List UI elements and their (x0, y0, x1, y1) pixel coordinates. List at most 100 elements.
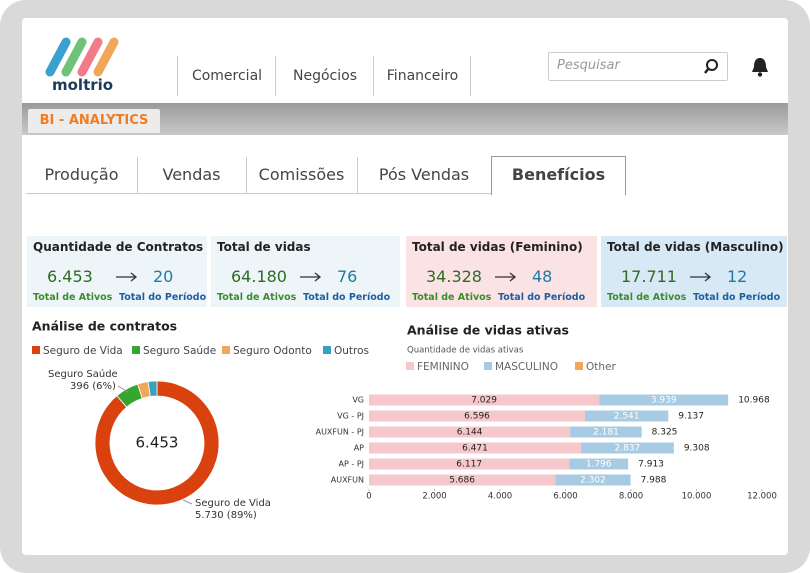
nav-separator (470, 56, 471, 96)
legend-swatch (323, 346, 331, 354)
kpi-period: 12 (727, 267, 748, 286)
bar-value-label: 6.117 (456, 460, 482, 470)
legend-label: Outros (334, 345, 369, 357)
legend-swatch (222, 346, 230, 354)
y-tick-label: VG (352, 396, 364, 405)
bar-total-label: 7.913 (638, 460, 664, 470)
kpi-active-label: Total de Ativos (33, 292, 113, 303)
kpi-active-label: Total de Ativos (217, 292, 297, 303)
kpi-period: 76 (337, 267, 358, 286)
tab[interactable]: Vendas (137, 157, 247, 193)
donut-annotation: Seguro Saúde (48, 368, 118, 380)
nav-item[interactable]: Negócios (275, 56, 374, 96)
kpi-title: Total de vidas (217, 240, 311, 254)
bar-segment (369, 410, 586, 422)
arrow-shaft (300, 272, 322, 282)
bar-segment (599, 394, 729, 406)
bar-segment (369, 474, 556, 486)
donut-annotation-value: 5.730 (89%) (195, 510, 257, 521)
bell-icon[interactable] (750, 56, 770, 78)
section-tab[interactable]: BI - ANALYTICS (28, 109, 160, 133)
bar-value-label: 2.302 (580, 476, 606, 486)
bar-total-label: 9.308 (684, 444, 710, 454)
y-tick-label: AP (354, 444, 364, 453)
search-box[interactable]: Pesquisar (548, 52, 728, 81)
arrow-shaft (495, 272, 517, 282)
y-tick-label: AP - PJ (339, 460, 364, 469)
legend-swatch (484, 362, 492, 370)
kpi-period: 20 (153, 267, 174, 286)
bar-segment (369, 394, 600, 406)
bar-total-label: 10.968 (738, 396, 770, 406)
legend-swatch (406, 362, 414, 370)
kpi-title: Total de vidas (Feminino) (412, 240, 583, 254)
x-tick-label: 2.000 (422, 492, 446, 502)
bar-segment (580, 442, 674, 454)
bar-value-label: 3.939 (651, 396, 677, 406)
legend-label: Seguro Odonto (233, 345, 312, 357)
donut-slice (147, 380, 158, 397)
tab[interactable]: Comissões (246, 157, 358, 193)
bar-value-label: 1.796 (586, 460, 612, 470)
bar-value-label: 6.471 (462, 444, 488, 454)
legend-label: Seguro Saúde (143, 345, 216, 357)
bar-segment (570, 426, 642, 438)
kpi-arrow (300, 272, 322, 282)
x-tick-label: 10.000 (682, 492, 712, 502)
bar-segment (569, 458, 629, 470)
kpi-card: Total de vidas (Feminino) 34.328 48 Total d… (406, 236, 597, 307)
kpi-period-label: Total do Período (693, 292, 781, 303)
kpi-active: 17.711 (621, 267, 677, 286)
tab[interactable]: Produção (26, 157, 138, 193)
logo-text: moltrio (52, 76, 114, 94)
kpi-arrow (495, 272, 517, 282)
donut-slice (94, 380, 220, 506)
bar-value-label: 2.541 (614, 412, 640, 422)
nav-item[interactable]: Financeiro (373, 56, 471, 96)
kpi-card: Quantidade de Contratos 6.453 20 Total de A… (27, 236, 207, 307)
nav-item[interactable]: Comercial (177, 56, 276, 96)
bar-segment (369, 426, 571, 438)
donut-annotation-value: 396 (6%) (70, 381, 116, 392)
bar-value-label: 2.837 (614, 444, 640, 454)
bar-segment (585, 410, 669, 422)
legend-swatch (132, 346, 140, 354)
kpi-period-label: Total do Período (303, 292, 391, 303)
legend-label: MASCULINO (495, 361, 558, 373)
kpi-period-label: Total do Período (119, 292, 207, 303)
bar-value-label: 2.181 (593, 428, 619, 438)
arrow-shaft (116, 272, 138, 282)
x-tick-label: 4.000 (488, 492, 512, 502)
legend-label: FEMININO (417, 361, 469, 373)
tab[interactable]: Benefícios (491, 156, 626, 195)
logo-mark (45, 37, 119, 77)
kpi-card: Total de vidas (Masculino) 17.711 12 Total … (601, 236, 787, 307)
search-placeholder: Pesquisar (557, 58, 620, 73)
kpi-title: Total de vidas (Masculino) (607, 240, 784, 254)
bar-value-label: 6.596 (464, 412, 490, 422)
kpi-arrow (690, 272, 712, 282)
y-tick-label: AUXFUN (331, 476, 364, 485)
chart-subtitle: Quantidade de vidas ativas (407, 346, 524, 356)
y-tick-label: AUXFUN - PJ (316, 428, 364, 437)
leader-line (182, 499, 193, 505)
bar-total-label: 8.325 (652, 428, 678, 438)
bar-segment (369, 458, 570, 470)
arrow-shaft (690, 272, 712, 282)
bar-segment (369, 442, 581, 454)
x-tick-label: 6.000 (553, 492, 577, 502)
kpi-arrow (116, 272, 138, 282)
legend-swatch (575, 362, 583, 370)
legend-label: Seguro de Vida (43, 345, 123, 357)
bar-segment (555, 474, 631, 486)
bar-value-label: 5.686 (449, 476, 475, 486)
y-tick-label: VG - PJ (337, 412, 364, 421)
donut-annotation: Seguro de Vida (195, 498, 271, 509)
bar-value-label: 6.144 (457, 428, 483, 438)
kpi-active: 34.328 (426, 267, 482, 286)
leader-line (117, 385, 129, 393)
chart-title: Análise de vidas ativas (407, 323, 569, 338)
legend-label: Other (586, 361, 616, 373)
